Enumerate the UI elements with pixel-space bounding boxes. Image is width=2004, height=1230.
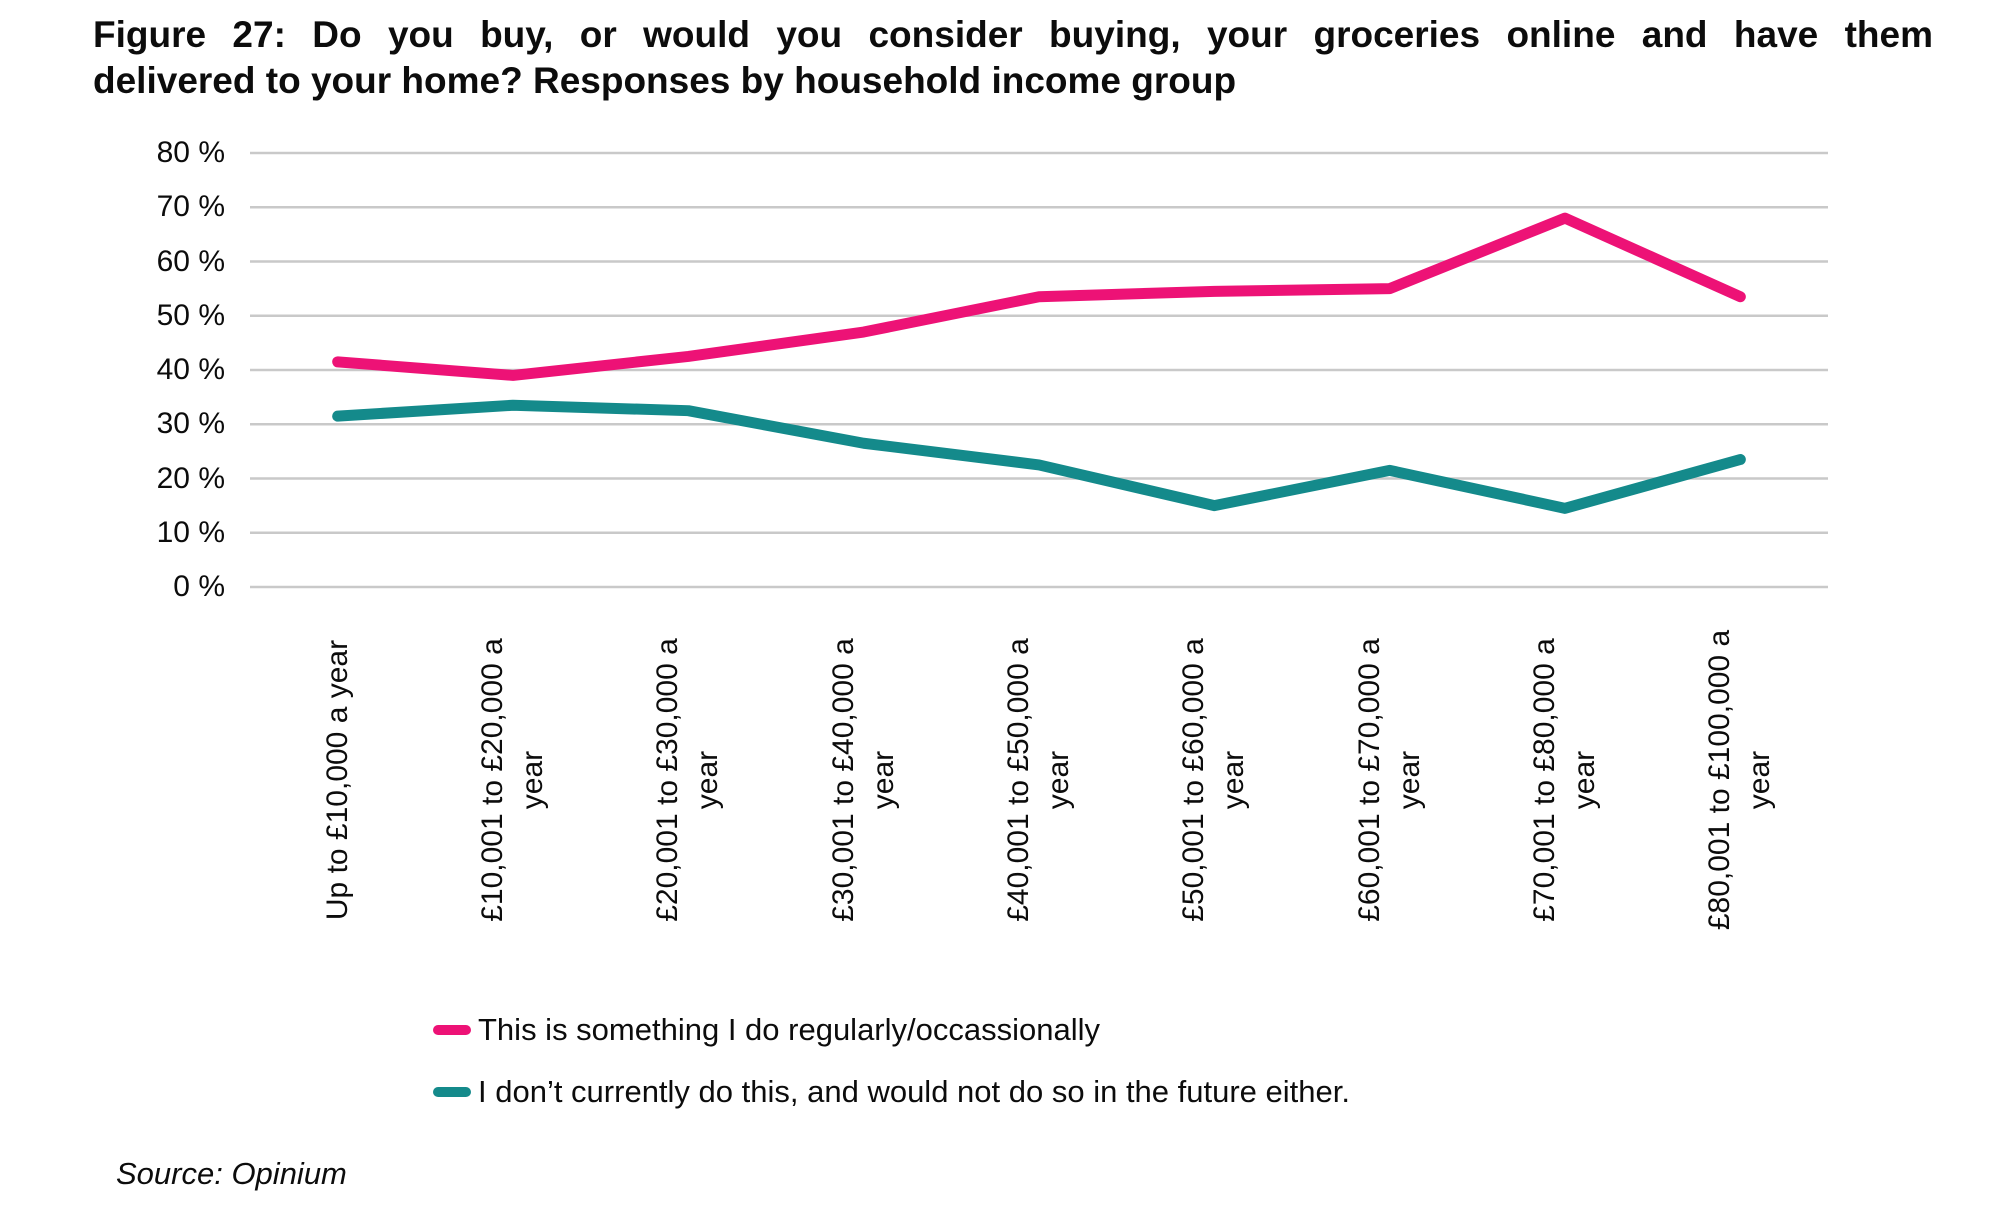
y-tick-label: 30 % xyxy=(156,407,225,441)
series-line-0 xyxy=(332,212,1746,381)
figure-title-line-2: delivered to your home? Responses by hou… xyxy=(93,60,1237,101)
x-category-label-text: £30,001 to £40,000 a year xyxy=(826,638,900,922)
y-tick-label: 10 % xyxy=(156,515,225,549)
y-tick-label: 60 % xyxy=(156,244,225,278)
y-tick-label: 80 % xyxy=(156,136,225,169)
x-category-label: £10,001 to £20,000 a year xyxy=(473,610,553,950)
legend-item-regularly: This is something I do regularly/occassi… xyxy=(433,1008,1100,1052)
y-tick-label: 0 % xyxy=(173,570,225,603)
x-category-label-text: £50,001 to £60,000 a year xyxy=(1177,638,1251,922)
x-category-label: £20,001 to £30,000 a year xyxy=(648,610,728,950)
legend-swatch-teal xyxy=(433,1087,471,1097)
x-category-label: £70,001 to £80,000 a year xyxy=(1525,610,1605,950)
x-category-label-text: £70,001 to £80,000 a year xyxy=(1528,638,1601,922)
x-category-label-text: £40,001 to £50,000 a year xyxy=(1002,638,1075,922)
figure-title-line-1: Figure 27: Do you buy, or would you cons… xyxy=(93,14,1933,55)
legend-label-regularly: This is something I do regularly/occassi… xyxy=(478,1012,1100,1047)
x-category-label-text: £10,001 to £20,000 a year xyxy=(476,638,549,922)
x-category-label-text: Up to £10,000 a year xyxy=(320,639,354,921)
legend-swatch-pink xyxy=(433,1025,471,1035)
y-tick-label: 20 % xyxy=(156,461,225,495)
x-category-label: £30,001 to £40,000 a year xyxy=(824,610,904,950)
x-category-label: £50,001 to £60,000 a year xyxy=(1174,610,1254,950)
x-category-label-text: £60,001 to £70,000 a year xyxy=(1352,638,1426,922)
figure-title: Figure 27: Do you buy, or would you cons… xyxy=(93,12,1933,104)
x-category-label: Up to £10,000 a year xyxy=(298,610,378,950)
x-category-label-text: £80,001 to £100,000 a year xyxy=(1703,629,1777,931)
y-tick-label: 70 % xyxy=(156,190,225,224)
legend-item-not-future: I don’t currently do this, and would not… xyxy=(433,1070,1350,1114)
x-category-label: £80,001 to £100,000 a year xyxy=(1700,610,1780,950)
y-tick-label: 40 % xyxy=(156,353,225,386)
x-category-label: £60,001 to £70,000 a year xyxy=(1350,610,1430,950)
x-category-label-text: £20,001 to £30,000 a year xyxy=(651,638,725,922)
x-category-label: £40,001 to £50,000 a year xyxy=(999,610,1079,950)
y-tick-label: 50 % xyxy=(156,298,225,332)
series-line-1 xyxy=(332,399,1746,514)
source-note: Source: Opinium xyxy=(116,1156,347,1191)
legend-label-not-future: I don’t currently do this, and would not… xyxy=(478,1074,1350,1109)
